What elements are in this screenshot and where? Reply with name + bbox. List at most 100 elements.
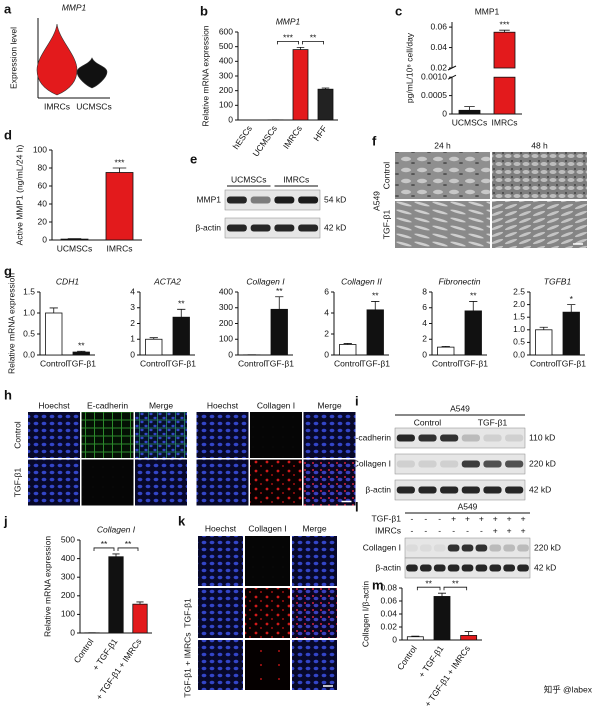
y-axis-label: Collagen I/β-actin	[360, 581, 370, 648]
y-tick-label: 400	[219, 56, 233, 66]
bar	[105, 172, 134, 241]
blot-band	[406, 544, 418, 552]
panel-letter: i	[355, 393, 359, 408]
blot-strip	[394, 479, 526, 501]
blot-band	[447, 544, 460, 552]
panel-letter: g	[4, 263, 12, 278]
x-tick-label: UCMSCs	[452, 117, 487, 127]
row-label: TGF-β1	[381, 210, 391, 240]
significance-bracket	[117, 547, 139, 551]
bar	[406, 636, 424, 641]
micrograph	[395, 152, 490, 199]
y-axis-label: pg/mL/10⁶ cell/day	[404, 32, 414, 103]
significance-label: ***	[115, 157, 126, 167]
panel-letter: e	[190, 151, 197, 166]
blot-band	[274, 224, 295, 232]
column-label: 48 h	[531, 140, 548, 150]
size-label: 42 kD	[324, 222, 346, 232]
column-label: Hoechst	[207, 400, 239, 410]
blot-band	[461, 434, 480, 442]
y-tick-label: 0.02	[380, 621, 397, 631]
blot-strip	[394, 427, 526, 449]
y-tick-label: 0	[70, 627, 75, 637]
blot-band	[440, 486, 459, 494]
condition-sign: +	[479, 513, 484, 523]
bar	[132, 603, 148, 634]
y-tick-label: 200	[219, 85, 233, 95]
y-tick-label: 300	[219, 302, 233, 312]
x-tick-label: HFF	[311, 124, 329, 143]
x-tick-label: IMRCs	[44, 101, 70, 111]
column-label: Hoechst	[205, 523, 237, 533]
y-tick-label: 100	[219, 100, 233, 110]
y-tick-label: 0	[392, 634, 397, 644]
bar	[493, 31, 516, 69]
column-label: E-cadherin	[87, 400, 128, 410]
error-bar	[567, 304, 576, 313]
condition-sign: -	[438, 513, 441, 523]
significance-label: **	[470, 291, 477, 301]
y-tick-label: 1.0	[23, 307, 35, 317]
y-tick-label: 6	[324, 286, 329, 296]
panel-letter: k	[178, 513, 186, 528]
panel-letter: d	[4, 127, 12, 142]
blot-strip	[224, 189, 321, 211]
row-label: Collagen I	[353, 458, 391, 468]
blot-band	[505, 434, 524, 442]
significance-label: **	[276, 286, 283, 296]
micrograph	[245, 536, 290, 586]
blot-band	[406, 564, 418, 572]
y-tick-label: 0.02	[430, 62, 447, 72]
y-tick-label: 1.5	[23, 286, 35, 296]
bar	[535, 329, 553, 356]
error-bar	[275, 296, 284, 310]
row-label: Control	[12, 421, 22, 449]
column-label: Collagen I	[248, 523, 286, 533]
bar	[460, 635, 478, 641]
y-tick-label: 2	[130, 318, 135, 328]
blot-band	[503, 544, 515, 552]
blot-band	[420, 544, 432, 552]
bar	[72, 351, 90, 356]
chart-title: MMP1	[276, 16, 301, 26]
condition-sign: +	[521, 513, 526, 523]
y-tick-label: 0.0	[23, 349, 35, 359]
chart-title: MMP1	[62, 2, 87, 12]
blot-strip	[394, 453, 526, 475]
y-tick-label: 0.04	[430, 42, 447, 52]
y-tick-label: 0.08	[380, 582, 397, 592]
x-tick-label: UCMSCs	[76, 101, 111, 111]
y-tick-label: 100	[61, 609, 75, 619]
x-tick-label: IMRCs	[107, 243, 133, 253]
significance-label: **	[101, 539, 108, 549]
condition-sign: -	[411, 513, 414, 523]
condition-sign: +	[465, 513, 470, 523]
error-bar	[177, 308, 186, 318]
micrograph	[28, 459, 80, 506]
significance-label: **	[78, 340, 85, 350]
chart-title: CDH1	[56, 276, 79, 286]
condition-sign: +	[493, 513, 498, 523]
condition-sign: -	[424, 513, 427, 523]
x-tick-label: TGF-β1	[459, 358, 489, 368]
blot-band	[433, 544, 446, 552]
chart-title: Collagen II	[341, 276, 382, 286]
group-label: IMRCs	[283, 174, 309, 184]
micrograph	[198, 588, 243, 638]
panel-letter: f	[372, 133, 377, 148]
significance-bracket	[443, 586, 468, 591]
bar	[366, 309, 384, 356]
micrograph	[198, 536, 243, 586]
condition-sign: +	[493, 525, 498, 535]
row-label: Control	[381, 162, 391, 190]
blot-band	[489, 564, 502, 572]
bar	[45, 312, 63, 356]
bar	[145, 338, 163, 356]
error-bar	[411, 635, 420, 637]
bar	[458, 109, 481, 115]
x-tick-label: TGF-β1	[67, 358, 97, 368]
blot-band	[274, 196, 295, 204]
blot-title: A549	[458, 501, 478, 511]
column-label: Collagen I	[257, 400, 295, 410]
